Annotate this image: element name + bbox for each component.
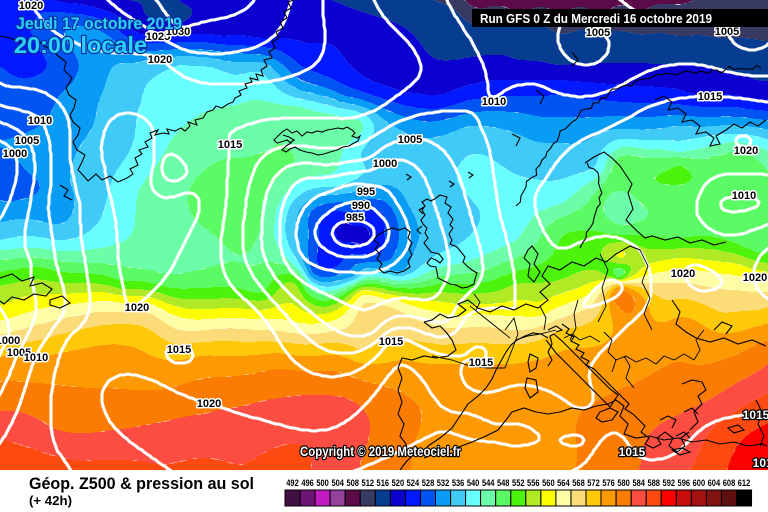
svg-text:1025: 1025 — [146, 31, 170, 43]
svg-text:1000: 1000 — [3, 148, 27, 160]
svg-text:572: 572 — [587, 478, 600, 488]
svg-text:(+ 42h): (+ 42h) — [29, 493, 72, 508]
svg-text:1020: 1020 — [743, 272, 767, 284]
svg-text:568: 568 — [572, 478, 585, 488]
svg-text:1020: 1020 — [19, 0, 43, 12]
svg-text:608: 608 — [723, 478, 736, 488]
svg-text:1000: 1000 — [373, 158, 397, 170]
svg-text:612: 612 — [738, 478, 751, 488]
svg-text:564: 564 — [557, 478, 570, 488]
svg-text:1015: 1015 — [753, 456, 768, 470]
svg-text:1030: 1030 — [166, 26, 190, 38]
svg-text:512: 512 — [362, 478, 375, 488]
svg-text:1020: 1020 — [197, 398, 221, 410]
svg-text:580: 580 — [617, 478, 630, 488]
svg-text:1010: 1010 — [28, 115, 52, 127]
svg-text:Géop. Z500 & pression au sol: Géop. Z500 & pression au sol — [29, 474, 254, 493]
svg-text:990: 990 — [352, 200, 370, 212]
svg-text:584: 584 — [632, 478, 645, 488]
svg-text:596: 596 — [678, 478, 691, 488]
svg-text:528: 528 — [422, 478, 435, 488]
svg-text:504: 504 — [331, 478, 344, 488]
svg-text:20:00 locale: 20:00 locale — [14, 32, 147, 58]
svg-text:516: 516 — [377, 478, 390, 488]
svg-text:1010: 1010 — [732, 190, 756, 202]
svg-text:1015: 1015 — [167, 344, 191, 356]
svg-text:492: 492 — [286, 478, 299, 488]
svg-text:592: 592 — [663, 478, 676, 488]
svg-text:1010: 1010 — [482, 96, 506, 108]
svg-text:1015: 1015 — [379, 336, 403, 348]
svg-text:1005: 1005 — [398, 134, 422, 146]
svg-text:985: 985 — [346, 212, 364, 224]
svg-text:Run GFS 0 Z du Mercredi 16 oct: Run GFS 0 Z du Mercredi 16 octobre 2019 — [480, 12, 712, 26]
svg-text:1015: 1015 — [218, 139, 242, 151]
svg-text:1020: 1020 — [671, 268, 695, 280]
svg-text:1020: 1020 — [734, 145, 758, 157]
svg-text:532: 532 — [437, 478, 450, 488]
svg-text:Jeudi 17 octobre 2019: Jeudi 17 octobre 2019 — [16, 14, 182, 33]
svg-text:536: 536 — [452, 478, 465, 488]
svg-text:1005: 1005 — [15, 135, 39, 147]
svg-text:1020: 1020 — [148, 54, 172, 66]
svg-text:Copyright © 2019 Meteociel.fr: Copyright © 2019 Meteociel.fr — [300, 443, 461, 459]
svg-text:604: 604 — [708, 478, 721, 488]
svg-text:1010: 1010 — [24, 352, 48, 364]
svg-text:1020: 1020 — [125, 302, 149, 314]
svg-text:1015: 1015 — [698, 91, 722, 103]
svg-text:995: 995 — [357, 186, 375, 198]
svg-text:1005: 1005 — [715, 26, 739, 38]
svg-text:1000: 1000 — [0, 335, 20, 347]
svg-text:520: 520 — [392, 478, 405, 488]
svg-text:1015: 1015 — [619, 445, 646, 459]
svg-text:560: 560 — [542, 478, 555, 488]
svg-text:548: 548 — [497, 478, 510, 488]
svg-text:540: 540 — [467, 478, 480, 488]
svg-text:1005: 1005 — [586, 27, 610, 39]
svg-text:496: 496 — [301, 478, 314, 488]
svg-text:552: 552 — [512, 478, 525, 488]
svg-text:1015: 1015 — [743, 408, 768, 422]
svg-text:544: 544 — [482, 478, 495, 488]
svg-text:1015: 1015 — [469, 357, 493, 369]
svg-text:524: 524 — [407, 478, 420, 488]
svg-text:500: 500 — [316, 478, 329, 488]
svg-text:508: 508 — [346, 478, 359, 488]
svg-text:1005: 1005 — [7, 347, 31, 359]
svg-text:556: 556 — [527, 478, 540, 488]
svg-text:600: 600 — [693, 478, 706, 488]
svg-text:588: 588 — [647, 478, 660, 488]
svg-text:576: 576 — [602, 478, 615, 488]
